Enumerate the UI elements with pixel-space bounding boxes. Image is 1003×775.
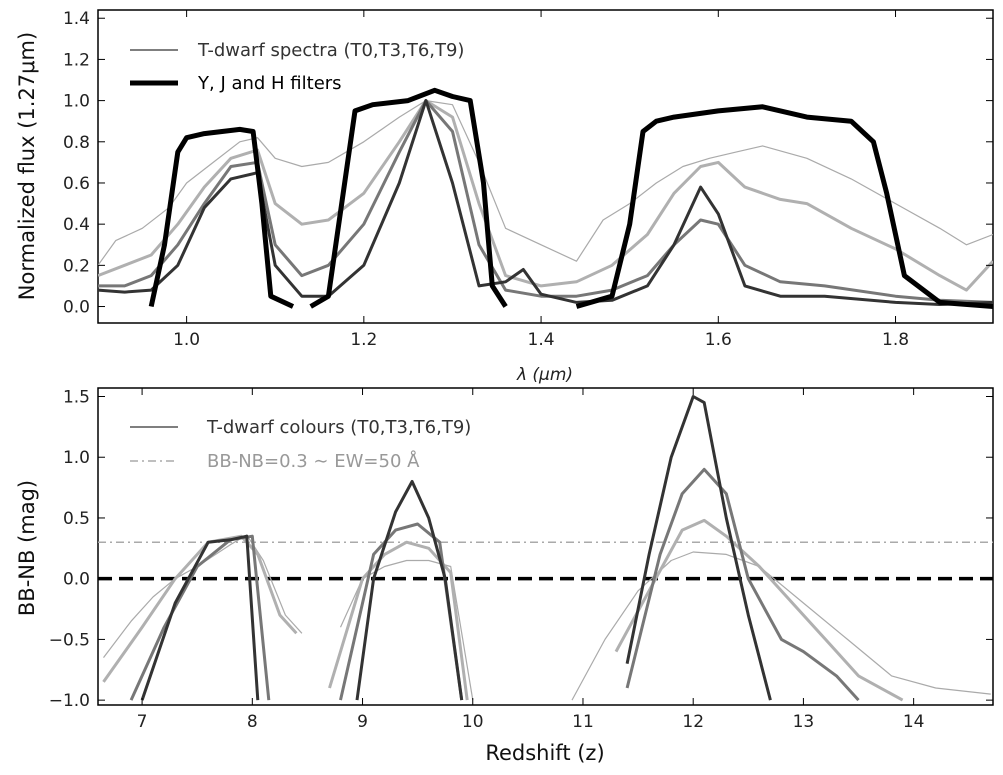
- bot-ytick-label: 0.5: [63, 509, 90, 529]
- bot-xtick-label: 14: [903, 712, 925, 732]
- top-legend: T-dwarf spectra (T0,T3,T6,T9) Y, J and H…: [130, 40, 464, 94]
- bot-ytick-label: −0.5: [49, 630, 90, 650]
- bot-ytick-label: 1.5: [63, 388, 90, 408]
- spectrum-T6: [98, 99, 993, 304]
- legend-label-colours: T-dwarf colours (T0,T3,T6,T9): [206, 417, 471, 438]
- colour-T6-seg2: [625, 467, 860, 702]
- bot-xtick-label: 10: [462, 712, 484, 732]
- legend-label-filters: Y, J and H filters: [197, 73, 342, 94]
- colour-T9-seg2: [625, 395, 772, 701]
- colour-T9-seg1: [355, 480, 464, 701]
- top-panel: 1.0 1.2 1.4 1.6 1.80.00.20.40.60.81.01.21.4 …: [15, 9, 994, 385]
- bot-xtick-label: 12: [682, 712, 704, 732]
- top-ytick-label: 1.2: [63, 50, 90, 70]
- top-ytick-label: 0.8: [63, 133, 90, 153]
- bot-ytick-label: 1.0: [63, 448, 90, 468]
- colour-T0-seg0: [103, 534, 303, 658]
- bottom-xlabel: Redshift (z): [485, 741, 604, 765]
- top-ytick-label: 0.4: [63, 215, 90, 235]
- top-ytick-label: 0.6: [63, 174, 90, 194]
- bot-ytick-label: 0.0: [63, 570, 90, 590]
- top-ytick-label: 1.4: [63, 9, 90, 29]
- top-plot-frame: [97, 9, 994, 324]
- top-xtick-label: 1.8: [882, 330, 909, 350]
- top-ytick-label: 1.0: [63, 92, 90, 112]
- spectrum-T0: [98, 99, 993, 266]
- filter-Y: [148, 126, 295, 309]
- legend-label-ew: BB-NB=0.3 ∼ EW=50 Å: [207, 450, 420, 472]
- top-ylabel: Normalized flux (1.27μm): [15, 32, 39, 300]
- bot-ytick-label: −1.0: [49, 691, 90, 711]
- legend-label-spectra: T-dwarf spectra (T0,T3,T6,T9): [197, 40, 464, 61]
- bot-xtick-label: 9: [357, 712, 368, 732]
- bot-xtick-label: 8: [247, 712, 258, 732]
- filter-J: [309, 87, 508, 309]
- colour-T3-seg1: [328, 540, 469, 701]
- bottom-ylabel: BB-NB (mag): [15, 480, 39, 616]
- bottom-legend: T-dwarf colours (T0,T3,T6,T9) BB-NB=0.3 …: [130, 417, 471, 472]
- top-xtick-label: 1.0: [173, 330, 200, 350]
- top-xlabel: λ (μm): [516, 365, 573, 385]
- top-xtick-label: 1.4: [528, 330, 555, 350]
- top-xtick-label: 1.6: [705, 330, 732, 350]
- top-ytick-label: 0.0: [63, 298, 90, 318]
- colour-T9-seg0: [140, 534, 260, 701]
- colour-T6-seg0: [129, 534, 271, 701]
- bot-xtick-label: 11: [572, 712, 594, 732]
- colour-T3-seg2: [614, 518, 904, 702]
- filter-H: [575, 104, 993, 309]
- spectrum-T3: [98, 99, 993, 292]
- bot-xtick-label: 13: [793, 712, 815, 732]
- top-ytick-label: 0.2: [63, 256, 90, 276]
- top-xtick-label: 1.2: [350, 330, 377, 350]
- bot-xtick-label: 7: [137, 712, 148, 732]
- bottom-panel: 7 8 9 10 11 12 13 14 −1.0 −0.5 0.0 0.5 1.0 1.5 BB-NB …: [15, 387, 994, 765]
